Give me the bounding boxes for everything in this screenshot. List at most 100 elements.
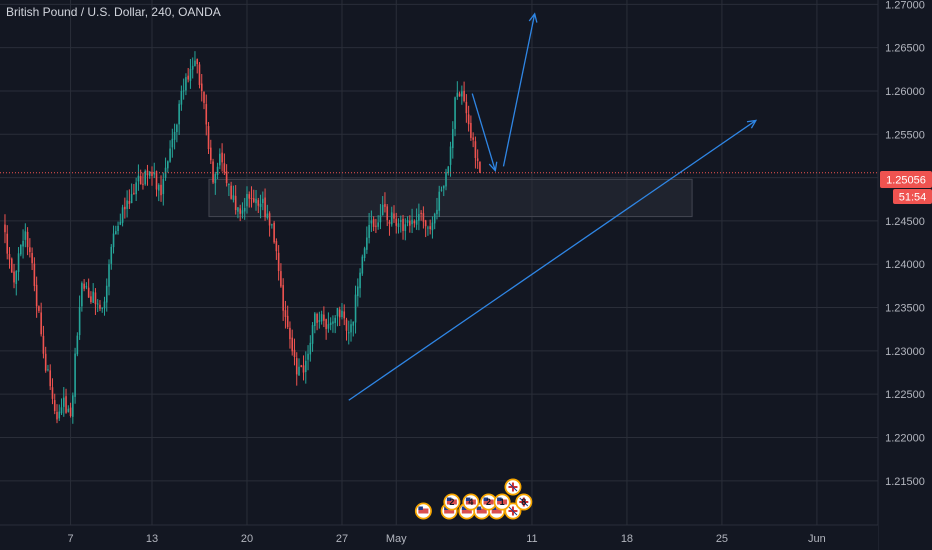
- price-scale[interactable]: [878, 0, 932, 550]
- candle-bearish: [53, 400, 56, 411]
- candle-bearish: [422, 213, 425, 222]
- candle-bullish: [336, 308, 339, 317]
- candle-bullish: [148, 171, 151, 176]
- candle-bearish: [155, 171, 158, 190]
- candle-bullish: [92, 291, 94, 303]
- candle-bullish: [15, 271, 18, 284]
- us-flag-canton-icon: [497, 497, 502, 501]
- candle-bearish: [26, 231, 29, 248]
- candle-bullish: [309, 342, 312, 355]
- y-tick-label: 1.26000: [885, 86, 925, 98]
- candle-bearish: [223, 163, 226, 173]
- y-tick-label: 1.23500: [885, 303, 925, 315]
- candle-bearish: [293, 349, 296, 357]
- candle-bearish: [343, 311, 346, 319]
- candle-bullish: [110, 246, 113, 264]
- chart-title: British Pound / U.S. Dollar, 240, OANDA: [6, 5, 221, 19]
- candle-bearish: [31, 253, 33, 264]
- candle-bearish: [44, 353, 47, 371]
- candle-bullish: [404, 224, 407, 231]
- candle-bullish: [126, 200, 128, 209]
- candle-bullish: [304, 360, 307, 373]
- candle-bullish: [449, 146, 452, 165]
- candle-bearish: [69, 407, 72, 417]
- candle-bullish: [390, 212, 393, 225]
- candle-bullish: [60, 407, 63, 414]
- candle-bearish: [289, 327, 291, 340]
- candle-bearish: [268, 213, 271, 226]
- us-flag-icon: [418, 508, 429, 514]
- trend-arrow-line: [502, 13, 536, 167]
- candle-bullish: [411, 219, 413, 225]
- time-scale[interactable]: [0, 525, 878, 550]
- candle-bearish: [375, 225, 377, 227]
- candle-bullish: [334, 317, 336, 323]
- candle-bullish: [112, 233, 115, 248]
- candle-bullish: [370, 220, 373, 224]
- candle-bearish: [476, 158, 479, 162]
- candle-bullish: [185, 77, 187, 91]
- candle-bearish: [13, 271, 15, 283]
- candle-bearish: [56, 411, 58, 420]
- candle-bearish: [474, 141, 477, 158]
- x-tick-label: 13: [146, 533, 158, 545]
- us-flag-icon: [444, 508, 455, 514]
- uk-flag-diagonal-icon: [519, 497, 529, 507]
- candle-bearish: [33, 263, 36, 286]
- candle-bearish: [372, 219, 375, 227]
- grid: [0, 0, 878, 525]
- candle-bullish: [350, 324, 352, 333]
- candle-bullish: [246, 194, 248, 207]
- candle-bearish: [203, 91, 205, 103]
- candle-bullish: [332, 321, 334, 324]
- candle-bullish: [418, 214, 420, 221]
- trend-arrow-line: [348, 119, 757, 401]
- candle-bearish: [8, 254, 11, 260]
- candle-bearish: [151, 171, 153, 177]
- candle-bullish: [85, 286, 88, 288]
- candle-bullish: [78, 306, 81, 336]
- candle-bearish: [38, 306, 40, 311]
- countdown-text: 51:54: [899, 192, 927, 204]
- candle-bearish: [4, 224, 6, 233]
- candle-bullish: [361, 256, 364, 274]
- candle-bullish: [191, 65, 194, 70]
- candle-bearish: [338, 309, 341, 318]
- candle-bearish: [458, 93, 461, 97]
- y-tick-label: 1.22000: [885, 433, 925, 445]
- candle-bullish: [214, 174, 217, 184]
- candle-bullish: [311, 325, 314, 344]
- arrow-head-icon: [746, 119, 758, 129]
- candle-bullish: [108, 264, 110, 287]
- candle-bearish: [128, 201, 131, 204]
- candle-bullish: [406, 220, 409, 223]
- candle-bullish: [352, 321, 355, 326]
- candle-bullish: [259, 203, 262, 207]
- candle-bullish: [359, 272, 361, 289]
- us-flag-icon: [483, 499, 494, 505]
- candle-bullish: [314, 313, 316, 327]
- candle-bearish: [205, 104, 208, 125]
- candle-bearish: [209, 147, 212, 161]
- candle-bearish: [424, 220, 427, 227]
- candle-bullish: [318, 320, 321, 322]
- candle-bearish: [142, 183, 144, 185]
- us-flag-icon: [446, 499, 457, 505]
- us-flag-canton-icon: [461, 506, 467, 510]
- candle-bullish: [307, 353, 309, 360]
- x-tick-label: 11: [526, 533, 537, 545]
- x-tick-label: 20: [241, 533, 253, 545]
- candle-bearish: [280, 271, 282, 287]
- candle-bearish: [212, 161, 214, 183]
- candle-bearish: [275, 241, 278, 252]
- x-tick-label: 18: [621, 533, 633, 545]
- candle-bearish: [6, 233, 9, 254]
- candle-bearish: [160, 184, 162, 196]
- y-tick-label: 1.23000: [885, 346, 925, 358]
- candle-bearish: [29, 247, 31, 253]
- candle-bullish: [176, 124, 178, 133]
- candle-bullish: [379, 215, 382, 223]
- candle-bearish: [139, 176, 142, 185]
- candle-bullish: [74, 353, 76, 397]
